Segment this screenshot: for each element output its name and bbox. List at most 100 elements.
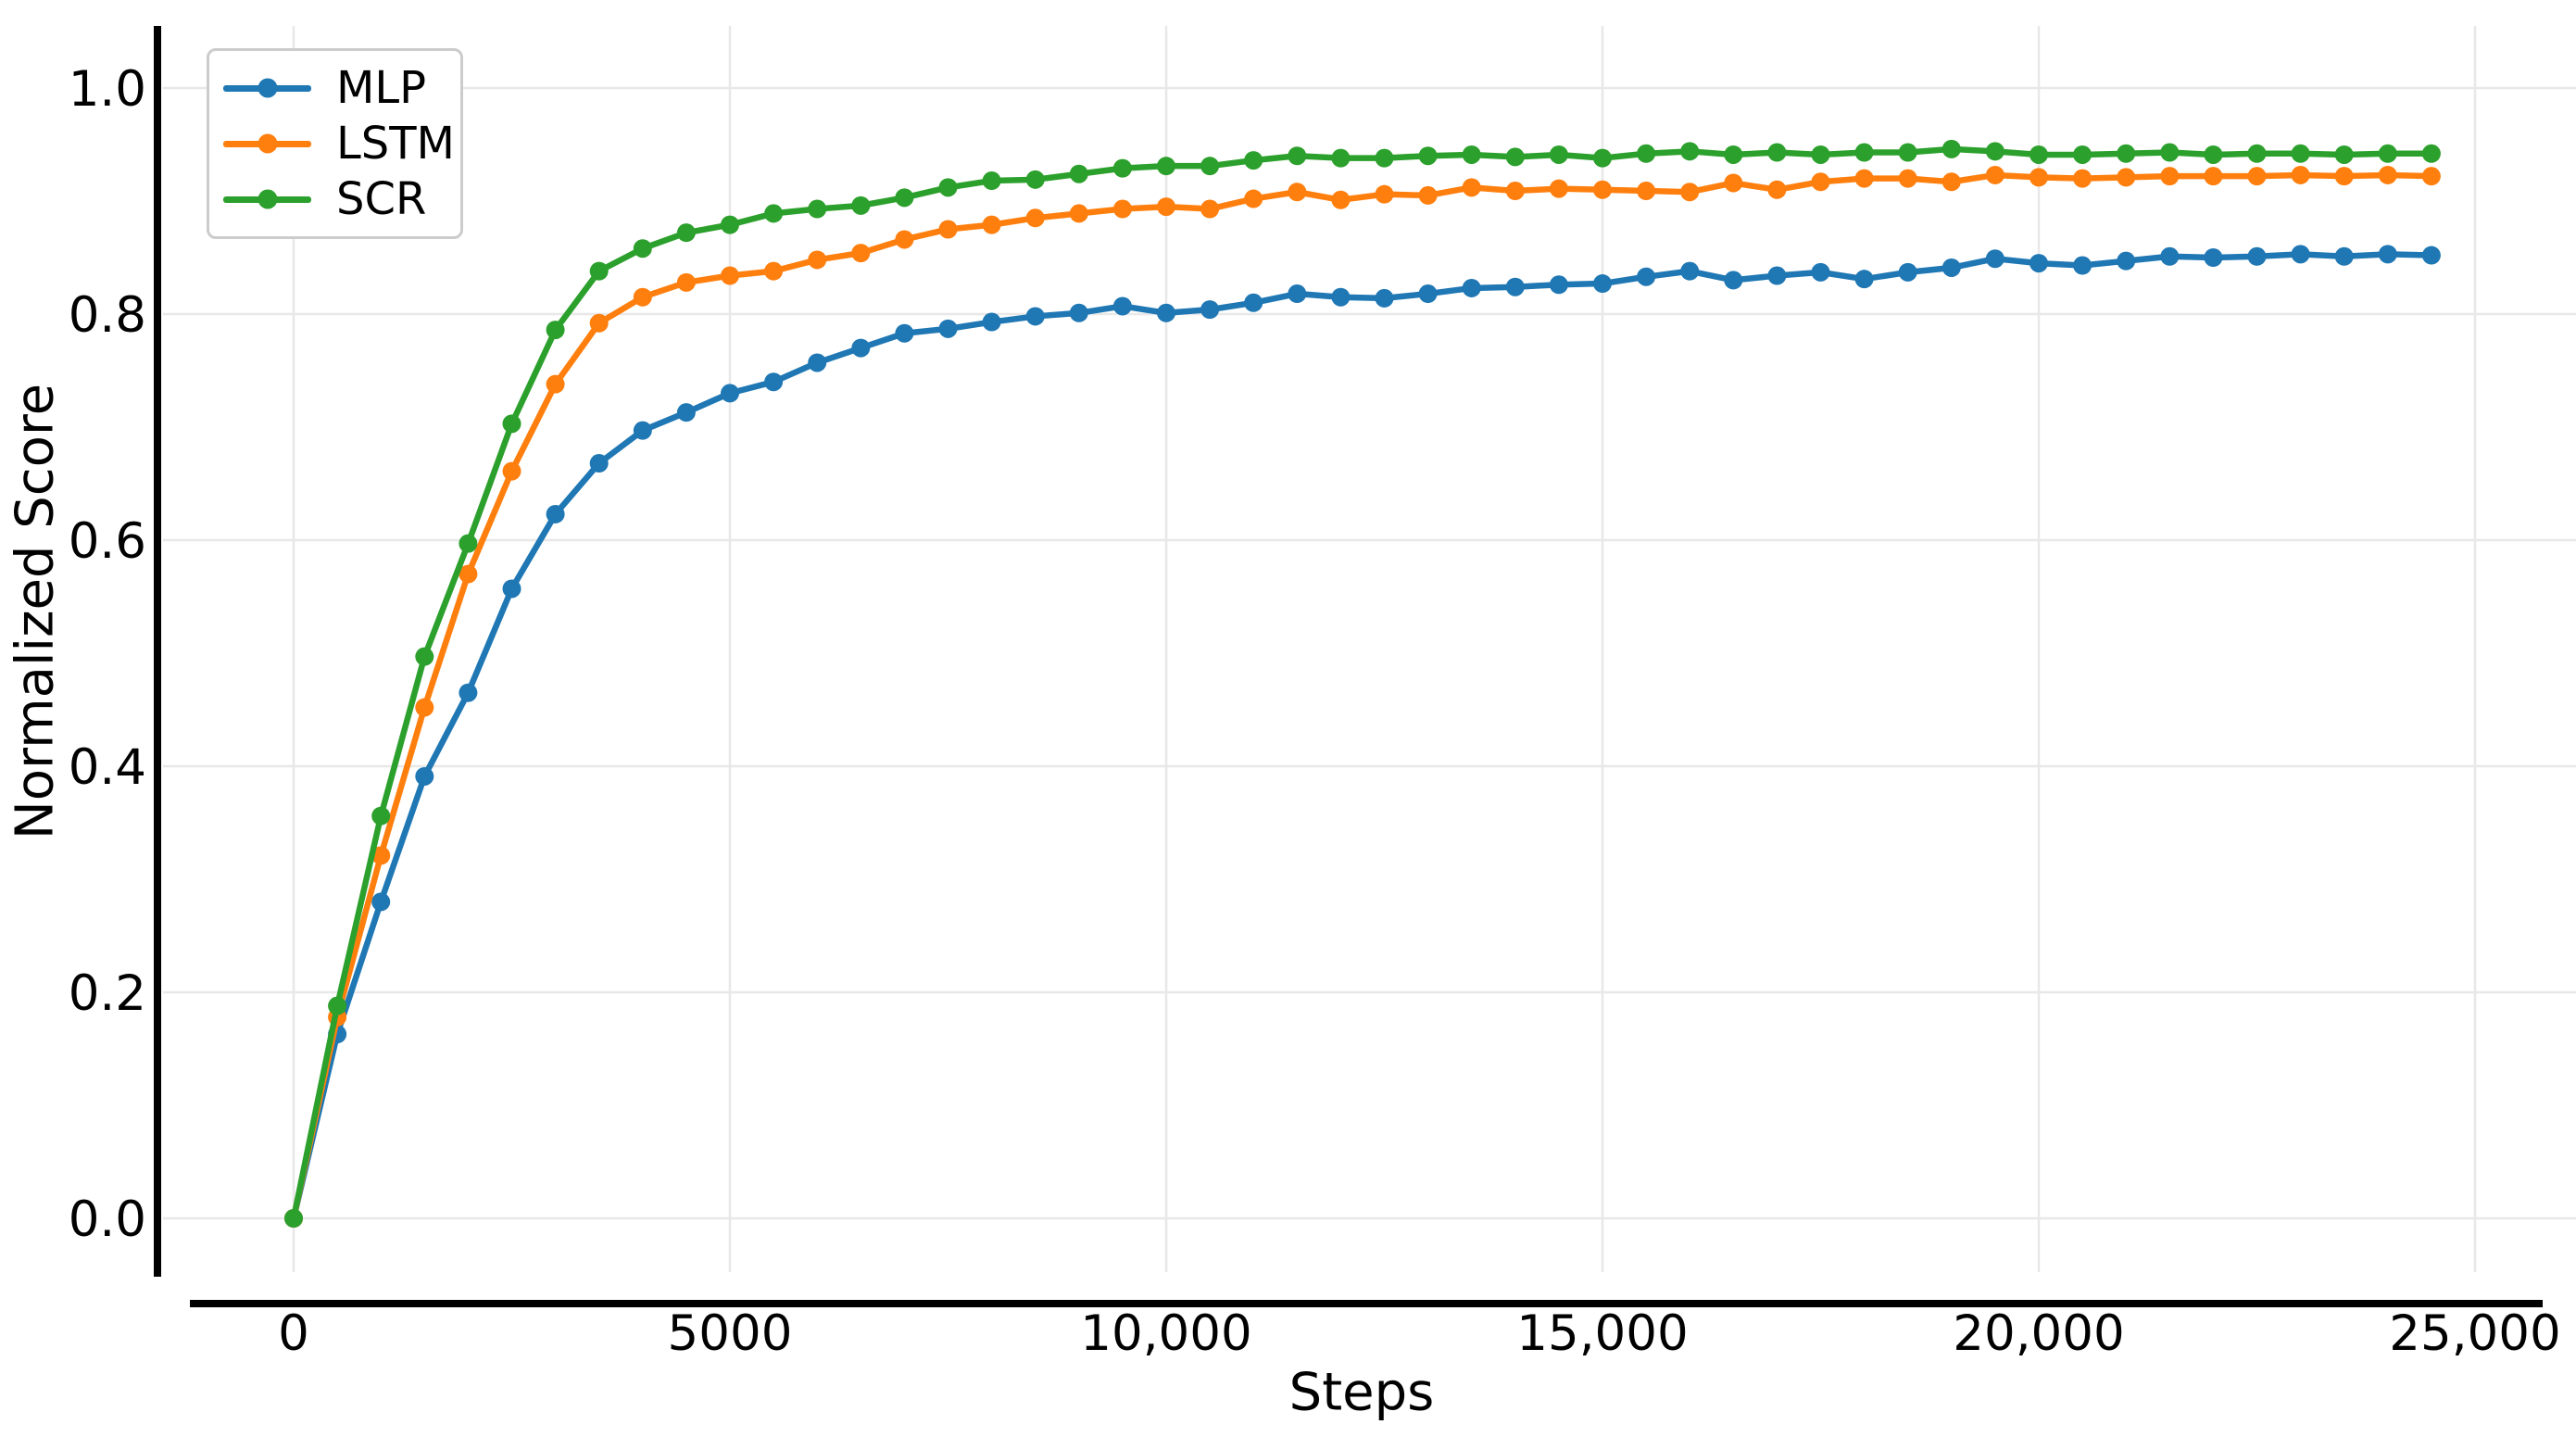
data-point-lstm (1375, 184, 1394, 204)
data-point-mlp (459, 683, 478, 702)
data-point-mlp (2291, 245, 2310, 264)
data-point-scr (2421, 144, 2441, 163)
data-point-lstm (1724, 173, 1743, 193)
data-point-scr (1069, 164, 1088, 183)
data-point-scr (1593, 148, 1612, 168)
legend: MLP LSTM SCR (207, 48, 463, 239)
data-point-lstm (2073, 169, 2092, 188)
data-point-mlp (415, 766, 434, 786)
data-point-lstm (982, 215, 1001, 234)
data-point-lstm (1549, 179, 1568, 198)
data-point-scr (851, 195, 871, 215)
data-point-scr (328, 996, 347, 1015)
data-point-scr (633, 239, 652, 258)
data-point-lstm (589, 313, 609, 333)
data-point-lstm (2160, 167, 2180, 186)
data-point-scr (2378, 144, 2397, 163)
data-point-scr (2029, 145, 2048, 164)
data-point-mlp (1200, 300, 1220, 320)
legend-marker-icon (258, 189, 277, 209)
data-point-scr (1244, 151, 1263, 170)
legend-line-sample (223, 78, 311, 98)
data-point-scr (1418, 146, 1438, 166)
data-point-mlp (1985, 249, 2004, 269)
data-point-scr (1680, 142, 1700, 161)
data-point-scr (676, 223, 696, 243)
data-point-scr (808, 199, 827, 219)
data-point-scr (1724, 145, 1743, 164)
data-point-mlp (808, 353, 827, 372)
data-point-lstm (851, 244, 871, 263)
data-point-scr (1112, 158, 1132, 178)
data-point-scr (1549, 145, 1568, 164)
legend-item-lstm: LSTM (209, 118, 460, 170)
data-point-mlp (2160, 246, 2180, 266)
data-point-mlp (2421, 246, 2441, 265)
data-point-lstm (676, 272, 696, 292)
data-point-mlp (1593, 274, 1612, 294)
data-point-mlp (2247, 246, 2267, 266)
data-point-lstm (764, 261, 784, 281)
data-point-scr (982, 171, 1001, 191)
data-point-scr (1767, 143, 1787, 162)
data-point-scr (1200, 157, 1220, 176)
data-point-lstm (415, 698, 434, 717)
data-point-scr (2117, 144, 2136, 163)
data-point-lstm (1637, 182, 1656, 201)
data-point-scr (938, 178, 958, 197)
data-point-lstm (371, 846, 391, 865)
data-point-scr (1985, 142, 2004, 161)
data-point-lstm (1200, 199, 1220, 219)
y-tick-label: 0.4 (69, 739, 146, 796)
data-point-mlp (982, 312, 1001, 332)
data-point-scr (546, 321, 565, 340)
y-tick-label: 0.8 (69, 287, 146, 344)
y-tick-label: 0.0 (69, 1191, 146, 1248)
data-point-lstm (2117, 168, 2136, 187)
data-point-lstm (1157, 197, 1175, 217)
data-point-lstm (459, 564, 478, 584)
data-point-lstm (938, 220, 958, 239)
data-point-scr (1331, 148, 1351, 168)
legend-line-sample (223, 189, 311, 209)
data-point-lstm (2029, 168, 2048, 187)
data-point-scr (2204, 145, 2223, 164)
data-point-mlp (1724, 271, 1743, 290)
legend-label: LSTM (336, 118, 455, 170)
data-point-scr (1025, 170, 1045, 189)
data-point-mlp (851, 338, 871, 358)
x-tick-label: 25,000 (2389, 1305, 2560, 1362)
data-point-scr (502, 414, 521, 434)
y-tick-label: 0.2 (69, 965, 146, 1022)
legend-label: MLP (336, 62, 427, 114)
data-point-lstm (1462, 178, 1481, 197)
data-point-mlp (1941, 258, 1961, 277)
data-point-lstm (1811, 172, 1830, 192)
data-point-mlp (1898, 262, 1917, 282)
data-point-lstm (2204, 167, 2223, 186)
data-point-scr (415, 647, 434, 666)
data-point-scr (1811, 145, 1830, 164)
data-point-scr (2160, 143, 2180, 162)
series-line-scr (290, 145, 2435, 1222)
data-point-lstm (1680, 183, 1700, 202)
data-point-mlp (1505, 277, 1525, 296)
data-point-lstm (1941, 172, 1961, 192)
legend-label: SCR (336, 173, 427, 225)
data-point-scr (371, 806, 391, 826)
data-point-lstm (1505, 182, 1525, 201)
data-point-lstm (2291, 165, 2310, 184)
data-point-mlp (895, 323, 914, 343)
data-point-mlp (1288, 284, 1307, 304)
y-axis-title: Normalized Score (5, 383, 66, 840)
data-point-mlp (721, 384, 739, 403)
data-point-mlp (1767, 266, 1787, 285)
data-point-scr (895, 188, 914, 208)
data-point-scr (2073, 145, 2092, 164)
y-tick-label: 1.0 (69, 61, 146, 118)
x-tick-label: 15,000 (1516, 1305, 1688, 1362)
data-point-lstm (808, 250, 827, 270)
data-point-scr (2247, 144, 2267, 163)
data-point-lstm (1854, 169, 1874, 188)
